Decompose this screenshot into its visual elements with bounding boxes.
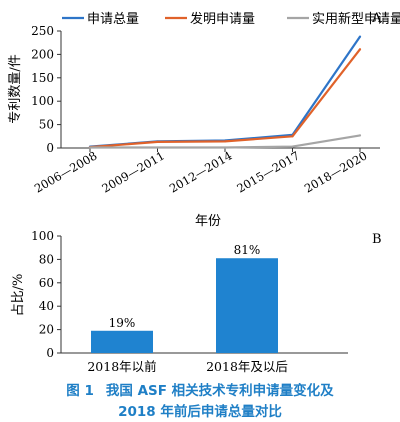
data-point <box>88 146 92 149</box>
x-category-label: 2018年以前 <box>87 359 156 374</box>
data-point <box>358 35 362 38</box>
data-point <box>291 145 294 148</box>
series-line <box>89 48 361 149</box>
data-point <box>156 140 159 144</box>
legend-label: 发明申请量 <box>190 11 255 27</box>
y-tick-label: 40 <box>39 299 54 313</box>
data-point <box>223 140 227 143</box>
figure-title-part-1: 我国 ASF 相关技术专利申请量变化及 <box>105 383 334 399</box>
series-lines <box>88 35 362 149</box>
data-point <box>358 48 362 51</box>
y-tick-label: 0 <box>46 346 54 360</box>
y-tick-label: 200 <box>31 47 54 61</box>
y-axis-title-b: 占比/% <box>11 274 26 317</box>
bar-chart-panel: B 0 20 40 60 80 100 19% 2018年以前 81% 2018年及以后 占比/… <box>11 229 382 374</box>
panel-label-b: B <box>372 232 382 247</box>
panel-label-a: A <box>371 11 382 26</box>
x-category-label: 2018年及以后 <box>206 359 288 374</box>
x-axis-title: 年份 <box>195 214 221 229</box>
y-tick-label: 20 <box>39 323 54 337</box>
bar <box>91 330 153 353</box>
data-point <box>156 146 159 149</box>
x-tick-label: 2009—2011 <box>99 148 167 195</box>
y-tick-label: 100 <box>31 94 54 108</box>
legend-label: 申请总量 <box>87 12 139 27</box>
figure-caption-line-1: 图 1 我国 ASF 相关技术专利申请量变化及 <box>0 379 400 399</box>
y-axis-title: 专利数量/件 <box>8 54 23 123</box>
y-tick-labels: 0 50 100 150 200 250 <box>31 24 61 155</box>
x-tick-label: 2006—2008 <box>32 148 100 195</box>
bars: 19% 2018年以前 81% 2018年及以后 <box>87 243 288 374</box>
bar-data-label: 19% <box>109 316 136 330</box>
y-tick-labels-b: 0 20 40 60 80 100 <box>31 229 61 360</box>
x-tick-label: 2012—2014 <box>167 148 235 195</box>
y-tick-label: 250 <box>31 24 54 38</box>
x-tick-label: 2018—2020 <box>302 148 370 195</box>
line-chart-panel: 申请总量 发明申请量 实用新型申请量 A 0 50 100 150 200 250 2006—… <box>8 11 400 229</box>
y-tick-label: 60 <box>39 276 54 290</box>
y-tick-label: 150 <box>31 71 54 85</box>
figure-number: 图 1 <box>66 383 94 399</box>
x-tick-labels: 2006—2008 2009—2011 2012—2014 2015—2017 2018… <box>32 148 370 196</box>
data-point <box>291 135 294 138</box>
series-line <box>89 35 361 148</box>
figure-caption-line-2: 2018 年前后申请总量对比 <box>118 404 282 420</box>
bar <box>216 258 278 353</box>
data-point <box>358 134 362 137</box>
x-tick-label: 2015—2017 <box>234 148 302 195</box>
y-tick-label: 80 <box>39 252 54 266</box>
y-tick-label: 50 <box>39 118 54 132</box>
y-tick-label: 0 <box>46 141 54 155</box>
y-tick-label: 100 <box>31 229 54 243</box>
bar-data-label: 81% <box>234 243 261 257</box>
legend-label: 实用新型申请量 <box>312 11 400 27</box>
data-point <box>223 146 227 149</box>
line-chart-legend: 申请总量 发明申请量 实用新型申请量 <box>62 11 400 27</box>
